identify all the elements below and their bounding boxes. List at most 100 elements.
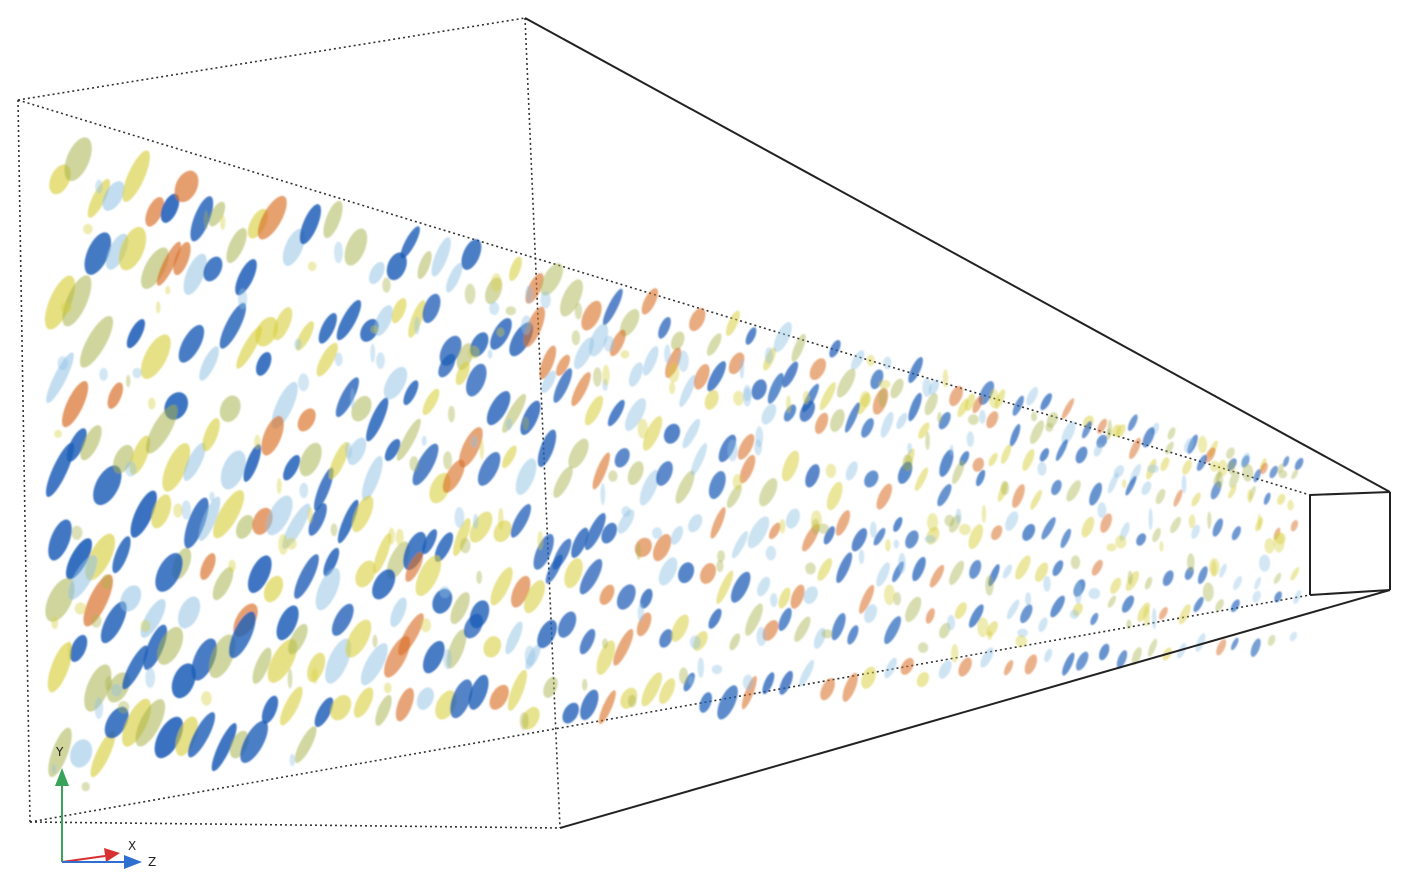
volume-blob bbox=[265, 495, 293, 536]
volume-blob bbox=[619, 308, 640, 337]
volume-blob bbox=[1142, 427, 1155, 448]
volume-blob bbox=[836, 368, 856, 398]
volume-blob bbox=[706, 333, 722, 356]
volume-speckle bbox=[668, 362, 680, 383]
volume-speckle bbox=[289, 753, 295, 767]
volume-blob bbox=[318, 313, 337, 344]
volume-speckle bbox=[201, 691, 212, 706]
volume-blob bbox=[876, 562, 890, 587]
volume-blob bbox=[155, 552, 183, 592]
volume-speckle bbox=[299, 482, 309, 499]
volume-speckle bbox=[1278, 470, 1288, 479]
volume-blob bbox=[876, 483, 893, 510]
volume-blob bbox=[628, 362, 643, 387]
volume-blob bbox=[1250, 638, 1261, 657]
volume-speckle bbox=[132, 367, 142, 379]
volume-blob bbox=[851, 528, 868, 552]
volume-blob bbox=[747, 516, 770, 549]
volume-blob bbox=[579, 628, 596, 655]
volume-blob bbox=[442, 459, 465, 493]
volume-blob bbox=[145, 404, 178, 454]
volume-blob bbox=[331, 603, 354, 636]
volume-blob bbox=[905, 596, 922, 623]
volume-blob bbox=[939, 622, 951, 639]
volume-blob bbox=[745, 327, 757, 345]
volume-speckle bbox=[409, 456, 419, 472]
volume-speckle bbox=[498, 507, 504, 530]
frame-edge-top-left bbox=[17, 17, 526, 101]
volume-speckle bbox=[989, 388, 999, 409]
volume-speckle bbox=[878, 379, 891, 389]
volume-blob bbox=[584, 512, 606, 551]
frame-edge-bottom-right bbox=[559, 589, 1391, 829]
volume-blob bbox=[835, 510, 851, 536]
volume-blob bbox=[607, 399, 625, 427]
volume-blob bbox=[386, 252, 407, 281]
volume-blob bbox=[991, 525, 1003, 541]
volume-speckle bbox=[330, 523, 338, 537]
volume-blob bbox=[1062, 652, 1075, 676]
volume-blob bbox=[616, 584, 636, 610]
volume-blob bbox=[957, 398, 969, 418]
volume-blob bbox=[162, 443, 191, 492]
volume-blob bbox=[809, 358, 827, 380]
volume-speckle bbox=[74, 602, 87, 615]
volume-speckle bbox=[421, 435, 427, 446]
volume-speckle bbox=[770, 593, 778, 608]
volume-blob bbox=[226, 227, 247, 264]
volume-blob bbox=[782, 361, 799, 388]
volume-speckle bbox=[1069, 609, 1079, 619]
volume-blob bbox=[372, 569, 396, 600]
volume-speckle bbox=[1211, 560, 1217, 577]
volume-blob bbox=[455, 361, 470, 385]
volume-blob bbox=[893, 516, 903, 532]
volume-blob bbox=[1158, 607, 1168, 620]
volume-blob bbox=[160, 193, 180, 223]
volume-blob bbox=[483, 636, 502, 658]
volume-blob bbox=[509, 256, 522, 282]
volume-speckle bbox=[742, 674, 754, 691]
volume-speckle bbox=[732, 474, 743, 490]
volume-blob bbox=[859, 584, 875, 614]
volume-speckle bbox=[955, 508, 962, 524]
volume-speckle bbox=[83, 223, 93, 235]
volume-speckle bbox=[334, 241, 343, 264]
volume-speckle bbox=[344, 442, 352, 459]
volume-blob bbox=[502, 445, 517, 469]
volume-blob bbox=[145, 197, 165, 227]
volume-blob bbox=[458, 427, 483, 468]
volume-blob bbox=[141, 247, 169, 289]
volume-blob bbox=[47, 642, 73, 693]
volume-blob bbox=[831, 612, 846, 641]
volume-speckle bbox=[678, 350, 689, 373]
frame-edge-diag-upper bbox=[17, 99, 1311, 496]
volume-speckle bbox=[922, 378, 932, 397]
volume-blob bbox=[383, 366, 408, 400]
volume-blob bbox=[191, 638, 217, 681]
volume-blob bbox=[1165, 441, 1174, 455]
volume-speckle bbox=[1106, 543, 1117, 552]
volume-speckle bbox=[489, 301, 500, 315]
volume-blob bbox=[1160, 457, 1170, 472]
volume-blob bbox=[213, 490, 245, 539]
volume-blob bbox=[1195, 633, 1206, 652]
volume-speckle bbox=[717, 550, 725, 563]
volume-blob bbox=[390, 597, 407, 628]
volume-blob bbox=[958, 657, 972, 677]
volume-speckle bbox=[467, 345, 480, 359]
volume-blob bbox=[642, 416, 663, 451]
volume-blob bbox=[641, 288, 659, 315]
volume-blob bbox=[762, 672, 775, 695]
volume-blob bbox=[510, 504, 532, 538]
volume-blob bbox=[1290, 567, 1300, 581]
volume-blob bbox=[925, 608, 935, 624]
volume-blob bbox=[908, 357, 923, 383]
volume-blob bbox=[151, 494, 172, 529]
volume-blob bbox=[553, 368, 573, 403]
volume-blob bbox=[515, 458, 537, 495]
volume-blob bbox=[294, 726, 317, 764]
volume-blob bbox=[84, 232, 112, 275]
volume-speckle bbox=[460, 537, 471, 554]
volume-blob bbox=[617, 509, 635, 534]
volume-blob bbox=[1066, 480, 1081, 502]
